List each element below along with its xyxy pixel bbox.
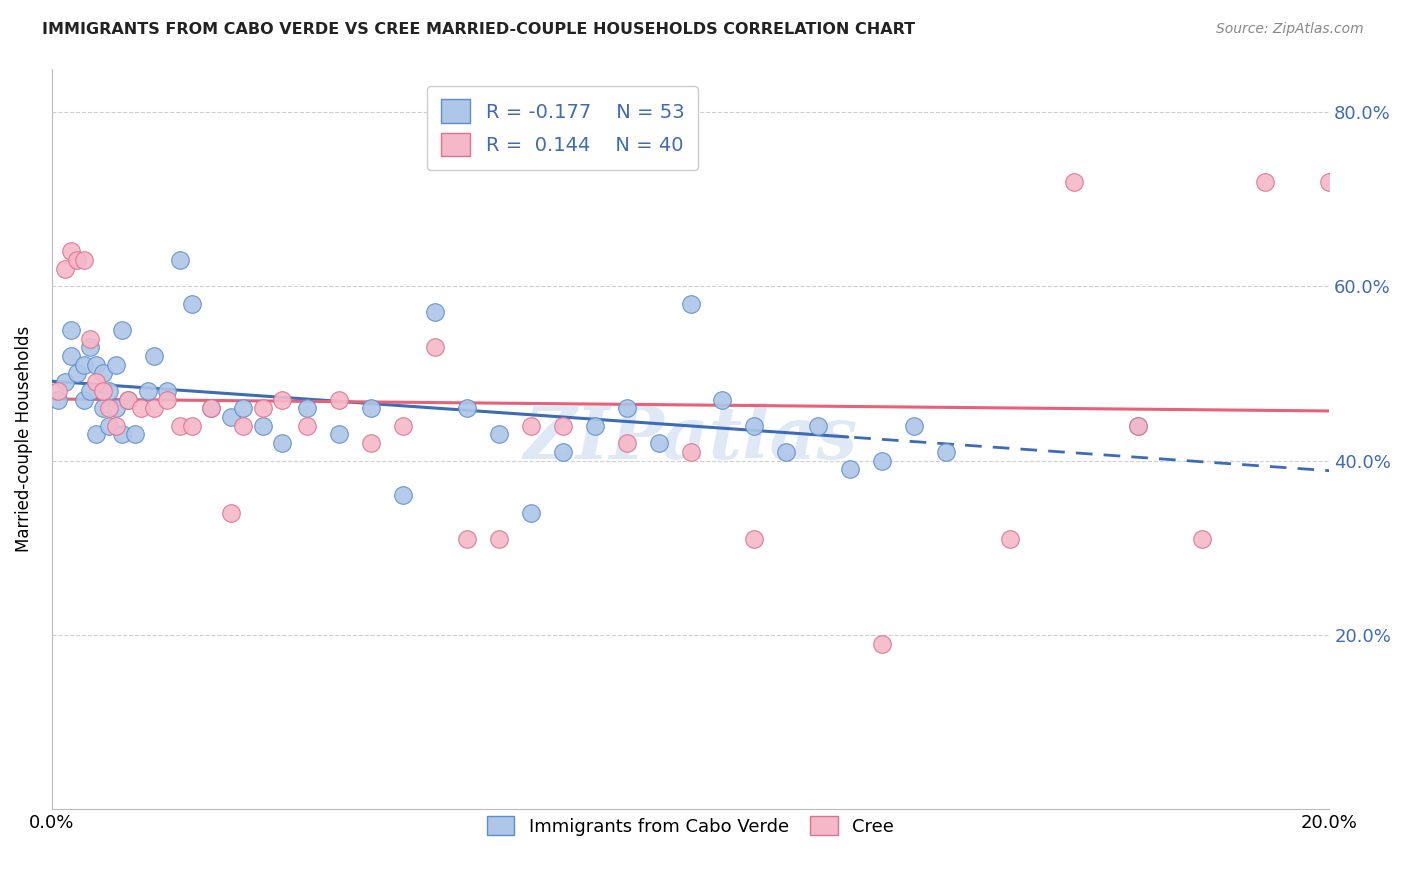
Point (870, 453, 893, 467)
Text: ZIPatlas: ZIPatlas (523, 403, 858, 475)
Point (647, 436, 669, 450)
Point (219, 410, 242, 425)
Point (839, 462, 862, 476)
Point (79, 340, 101, 354)
Point (181, 297, 204, 311)
Point (583, 418, 606, 433)
Point (270, 436, 292, 450)
Point (328, 427, 350, 442)
Point (423, 340, 446, 354)
Point (117, 392, 139, 407)
Point (1126, 418, 1149, 433)
Point (551, 418, 574, 433)
Point (328, 392, 350, 407)
Point (66, 253, 89, 268)
Point (156, 384, 179, 398)
Point (53, 261, 76, 276)
Y-axis label: Married-couple Households: Married-couple Households (15, 326, 32, 552)
Point (86, 375, 108, 389)
Point (744, 532, 766, 546)
Point (59, 349, 82, 363)
Point (297, 401, 319, 416)
Point (232, 418, 254, 433)
Point (1317, 175, 1340, 189)
Point (98, 384, 121, 398)
Point (270, 392, 292, 407)
Point (392, 488, 415, 502)
Text: Source: ZipAtlas.com: Source: ZipAtlas.com (1216, 22, 1364, 37)
Text: IMMIGRANTS FROM CABO VERDE VS CREE MARRIED-COUPLE HOUSEHOLDS CORRELATION CHART: IMMIGRANTS FROM CABO VERDE VS CREE MARRI… (42, 22, 915, 37)
Point (200, 401, 222, 416)
Point (744, 418, 766, 433)
Legend: Immigrants from Cabo Verde, Cree: Immigrants from Cabo Verde, Cree (478, 806, 903, 845)
Point (1126, 418, 1149, 433)
Point (360, 401, 382, 416)
Point (91, 401, 114, 416)
Point (79, 384, 101, 398)
Point (79, 332, 101, 346)
Point (59, 244, 82, 259)
Point (98, 401, 121, 416)
Point (616, 401, 638, 416)
Point (142, 349, 165, 363)
Point (219, 506, 242, 520)
Point (86, 358, 108, 372)
Point (1254, 175, 1277, 189)
Point (551, 445, 574, 459)
Point (104, 358, 127, 372)
Point (86, 427, 108, 442)
Point (59, 323, 82, 337)
Point (679, 445, 702, 459)
Point (775, 445, 797, 459)
Point (456, 532, 478, 546)
Point (111, 323, 134, 337)
Point (935, 445, 957, 459)
Point (169, 418, 191, 433)
Point (124, 427, 146, 442)
Point (232, 401, 254, 416)
Point (520, 418, 543, 433)
Point (46, 384, 69, 398)
Point (73, 392, 96, 407)
Point (73, 358, 96, 372)
Point (807, 418, 830, 433)
Point (423, 305, 446, 319)
Point (392, 418, 415, 433)
Point (200, 401, 222, 416)
Point (46, 392, 69, 407)
Point (169, 253, 191, 268)
Point (181, 418, 204, 433)
Point (456, 401, 478, 416)
Point (66, 367, 89, 381)
Point (488, 532, 510, 546)
Point (117, 392, 139, 407)
Point (91, 384, 114, 398)
Point (111, 427, 134, 442)
Point (998, 532, 1021, 546)
Point (53, 375, 76, 389)
Point (1063, 175, 1085, 189)
Point (73, 253, 96, 268)
Point (488, 427, 510, 442)
Point (252, 401, 274, 416)
Point (616, 436, 638, 450)
Point (360, 436, 382, 450)
Point (297, 418, 319, 433)
Point (142, 401, 165, 416)
Point (903, 418, 925, 433)
Point (520, 506, 543, 520)
Point (104, 401, 127, 416)
Point (679, 297, 702, 311)
Point (104, 418, 127, 433)
Point (136, 384, 159, 398)
Point (870, 637, 893, 651)
Point (252, 418, 274, 433)
Point (1191, 532, 1213, 546)
Point (156, 392, 179, 407)
Point (91, 367, 114, 381)
Point (129, 401, 152, 416)
Point (98, 418, 121, 433)
Point (711, 392, 734, 407)
